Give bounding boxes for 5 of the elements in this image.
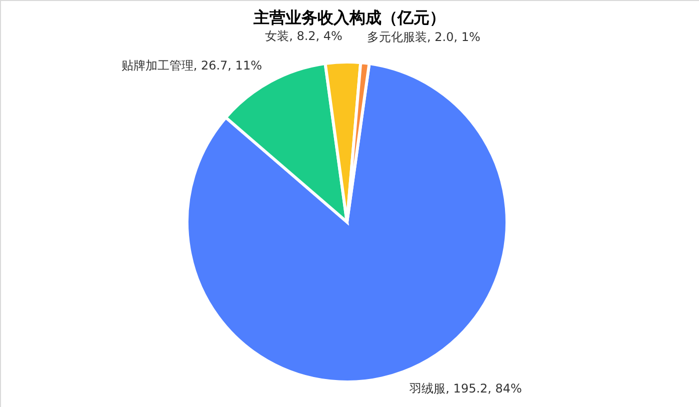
- chart-title: 主营业务收入构成（亿元）: [252, 8, 446, 27]
- slice-label: 多元化服装, 2.0, 1%: [366, 30, 480, 44]
- slice-label: 女装, 8.2, 4%: [265, 29, 342, 44]
- slice-label: 贴牌加工管理, 26.7, 11%: [121, 58, 262, 73]
- slice-label: 羽绒服, 195.2, 84%: [408, 382, 522, 396]
